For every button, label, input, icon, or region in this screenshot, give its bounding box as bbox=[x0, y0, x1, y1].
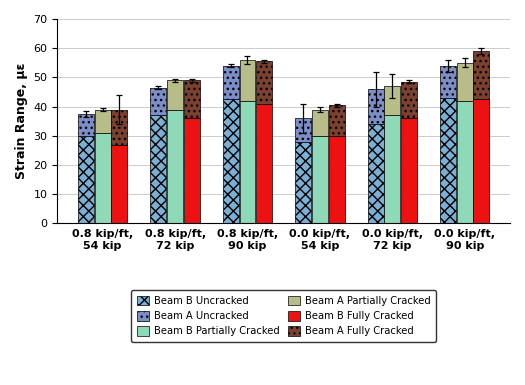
Bar bbox=[239, 60, 256, 101]
Bar bbox=[329, 136, 344, 223]
Bar bbox=[295, 118, 311, 142]
Bar bbox=[94, 110, 111, 133]
Y-axis label: Strain Range, με: Strain Range, με bbox=[15, 63, 28, 179]
Bar bbox=[167, 110, 183, 223]
Bar bbox=[94, 133, 111, 223]
Bar bbox=[111, 145, 128, 223]
Legend: Beam B Uncracked, Beam A Uncracked, Beam B Partially Cracked, Beam A Partially C: Beam B Uncracked, Beam A Uncracked, Beam… bbox=[131, 290, 436, 342]
Bar bbox=[457, 63, 472, 101]
Bar bbox=[312, 136, 328, 223]
Bar bbox=[295, 142, 311, 223]
Bar bbox=[256, 104, 272, 223]
Bar bbox=[368, 89, 384, 124]
Bar bbox=[312, 110, 328, 136]
Bar bbox=[474, 99, 489, 223]
Bar bbox=[384, 116, 400, 223]
Bar bbox=[150, 116, 166, 223]
Bar bbox=[111, 110, 128, 145]
Bar bbox=[239, 101, 256, 223]
Bar bbox=[223, 66, 239, 99]
Bar bbox=[78, 114, 94, 136]
Bar bbox=[256, 61, 272, 104]
Bar bbox=[78, 136, 94, 223]
Bar bbox=[329, 105, 344, 136]
Bar bbox=[150, 88, 166, 116]
Bar bbox=[401, 82, 417, 118]
Bar bbox=[474, 51, 489, 99]
Bar bbox=[167, 80, 183, 110]
Bar bbox=[401, 118, 417, 223]
Bar bbox=[368, 124, 384, 223]
Bar bbox=[223, 99, 239, 223]
Bar bbox=[440, 66, 456, 98]
Bar bbox=[440, 98, 456, 223]
Bar bbox=[384, 86, 400, 115]
Bar bbox=[457, 101, 472, 223]
Bar bbox=[184, 80, 200, 118]
Bar bbox=[184, 118, 200, 223]
